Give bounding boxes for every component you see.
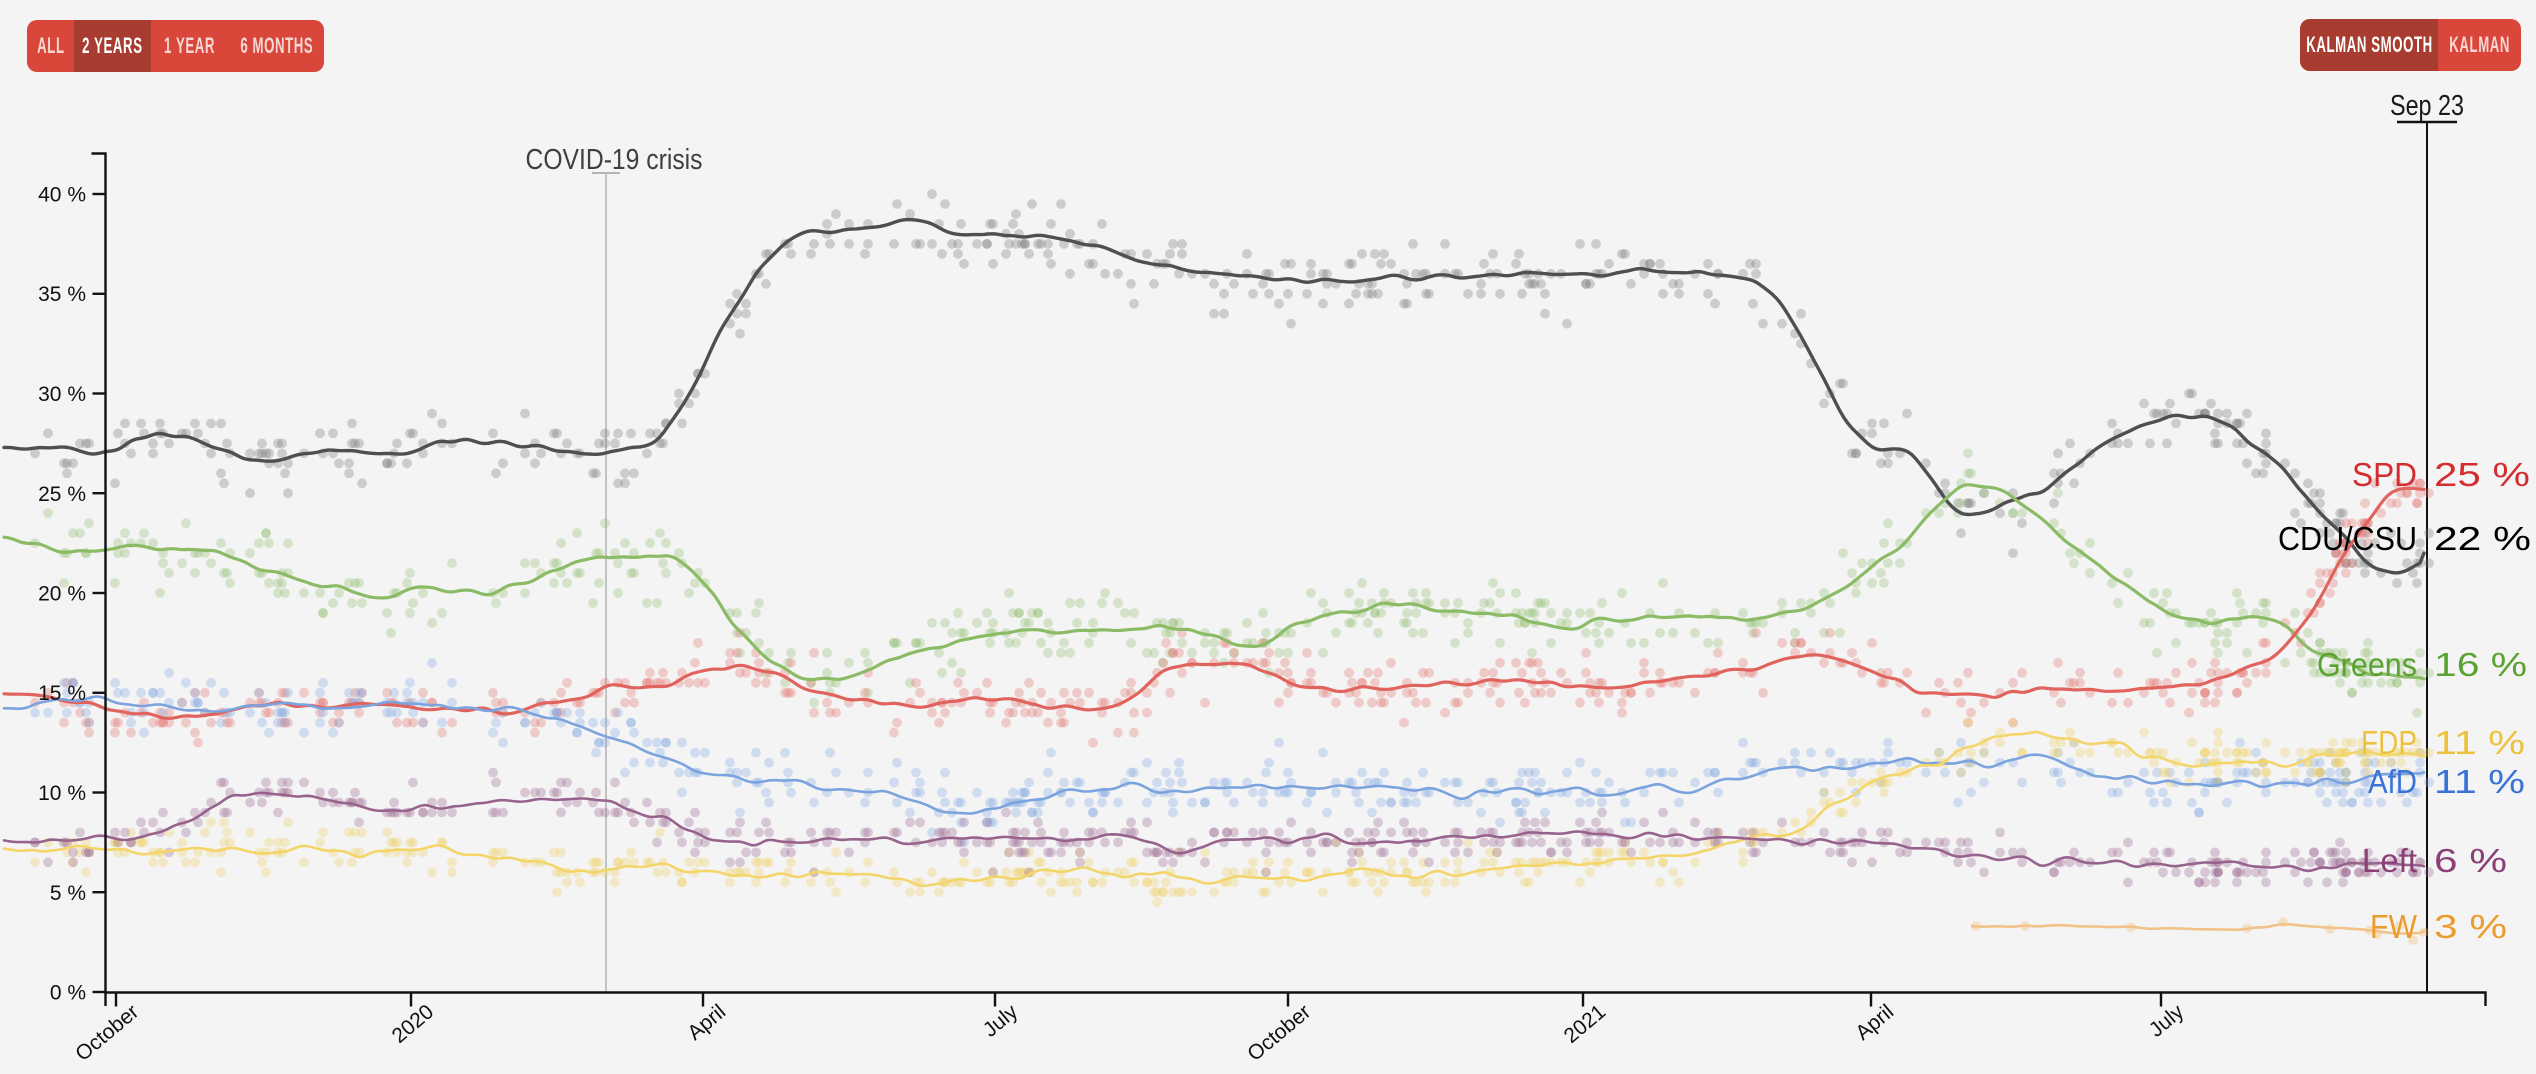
svg-text:30 %: 30 % — [38, 383, 86, 406]
svg-text:15 %: 15 % — [38, 682, 86, 705]
svg-text:Sep 23: Sep 23 — [2390, 90, 2464, 122]
svg-text:35 %: 35 % — [38, 283, 86, 306]
svg-text:25 %: 25 % — [2434, 456, 2530, 493]
svg-text:22 %: 22 % — [2434, 520, 2531, 557]
svg-text:5 %: 5 % — [50, 882, 86, 905]
svg-text:0 %: 0 % — [50, 982, 86, 1005]
svg-text:FDP: FDP — [2361, 724, 2417, 761]
svg-text:FW: FW — [2370, 908, 2418, 945]
svg-text:11 %: 11 % — [2434, 724, 2525, 761]
svg-text:20 %: 20 % — [38, 583, 86, 606]
svg-text:Left: Left — [2362, 842, 2417, 879]
svg-text:3 %: 3 % — [2434, 908, 2507, 945]
svg-text:AfD: AfD — [2368, 763, 2417, 800]
svg-text:COVID-19 crisis: COVID-19 crisis — [526, 144, 703, 176]
svg-text:Greens: Greens — [2317, 646, 2417, 683]
svg-text:6 %: 6 % — [2434, 842, 2507, 879]
svg-text:16 %: 16 % — [2434, 646, 2527, 683]
svg-text:CDU/CSU: CDU/CSU — [2278, 520, 2417, 557]
svg-text:25 %: 25 % — [38, 483, 86, 506]
svg-text:SPD: SPD — [2352, 456, 2417, 493]
svg-text:11 %: 11 % — [2434, 763, 2525, 800]
svg-text:40 %: 40 % — [38, 184, 86, 207]
svg-text:10 %: 10 % — [38, 782, 86, 805]
